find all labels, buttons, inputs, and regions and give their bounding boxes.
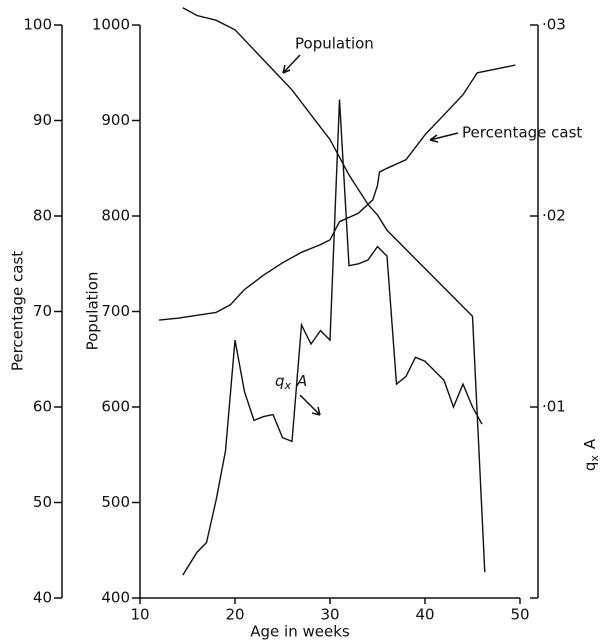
y3-tick-label: 40 (33, 589, 52, 607)
y-tick-label: 400 (101, 589, 130, 607)
y2-axis-label: qxA (581, 438, 602, 471)
label-part: A (296, 372, 307, 390)
label-subscript: x (284, 379, 292, 392)
series-label: Percentage cast (462, 124, 582, 142)
label-part: q (581, 462, 599, 472)
label-part: A (581, 438, 599, 449)
y2-tick-label: ·01 (542, 398, 566, 416)
arrowhead (282, 64, 291, 74)
y-tick-label: 700 (101, 302, 130, 320)
y3-tick-label: 60 (33, 398, 52, 416)
y3-tick-label: 50 (33, 493, 52, 511)
y2-tick-label: ·02 (542, 207, 566, 225)
x-tick-label: 40 (415, 606, 434, 624)
series-line (182, 99, 483, 576)
arrow (299, 394, 321, 416)
y-tick-label: 800 (101, 207, 130, 225)
series-line (182, 7, 486, 573)
y-tick-label: 600 (101, 398, 130, 416)
label-subscript: x (588, 455, 601, 462)
label-part: q (275, 372, 285, 390)
series-label: Population (295, 35, 374, 53)
series-label: qx A (275, 372, 307, 393)
y3-tick-label: 70 (33, 302, 52, 320)
y3-tick-label: 80 (33, 207, 52, 225)
y3-tick-label: 100 (23, 16, 52, 34)
y3-axis-label: Percentage cast (9, 251, 27, 371)
series-line (158, 64, 516, 321)
arrowhead (311, 406, 321, 416)
x-axis-label: Age in weeks (250, 623, 350, 641)
arrow (429, 132, 459, 141)
y-axis-label: Population (84, 272, 102, 351)
y2-tick-label: ·03 (542, 16, 566, 34)
arrow (282, 54, 301, 74)
y-tick-label: 500 (101, 493, 130, 511)
x-tick-label: 20 (225, 606, 244, 624)
x-tick-label: 10 (130, 606, 149, 624)
x-tick-label: 50 (510, 606, 529, 624)
x-tick-label: 30 (320, 606, 339, 624)
y-tick-label: 900 (101, 111, 130, 129)
y3-tick-label: 90 (33, 111, 52, 129)
arrowhead (429, 134, 439, 143)
y-tick-label: 1000 (92, 16, 130, 34)
